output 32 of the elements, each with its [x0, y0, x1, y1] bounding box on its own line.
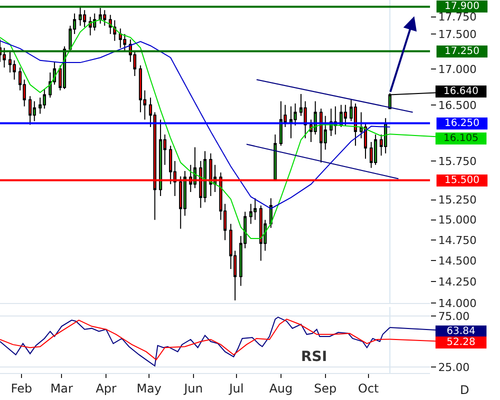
y-tick-label: 14.750 — [438, 234, 477, 247]
y-tick-label: 15.250 — [438, 194, 477, 207]
y-tick-label: 14.250 — [438, 276, 477, 289]
y-tick-label: 14.500 — [438, 254, 477, 268]
x-tick-label: Mar — [50, 381, 74, 396]
text: D — [460, 383, 470, 397]
y-tick-label: 17.500 — [438, 28, 477, 41]
x-tick-label: Sep — [314, 381, 337, 396]
y-tick-label: 17.750 — [438, 10, 477, 24]
ref-line-label: 17.900 — [444, 1, 480, 12]
y-tick-label: 15.750 — [438, 154, 477, 168]
x-tick-label: Oct — [358, 381, 380, 396]
x-tick-label: Jun — [183, 381, 203, 396]
x-tick-label: May — [136, 381, 162, 396]
ref-line-label: 15.500 — [444, 175, 480, 186]
y-tick-label: 75.00 — [438, 310, 470, 323]
text: 16.640 — [444, 86, 478, 97]
ref-line-label: 17.250 — [444, 46, 480, 57]
y-tick-label: 16.500 — [438, 98, 477, 112]
y-tick-label: 14.000 — [438, 296, 477, 310]
y-tick-label: 25.00 — [438, 360, 470, 374]
annotation: RSI — [301, 349, 328, 365]
x-tick-label: Feb — [10, 381, 32, 396]
x-tick-label: Aug — [269, 381, 293, 396]
ref-line-label: 16.250 — [444, 118, 480, 129]
x-tick-label: Apr — [96, 381, 117, 396]
data-label: 63.84 — [446, 326, 476, 337]
y-tick-label: 17.000 — [438, 62, 477, 76]
y-tick-label: 15.000 — [438, 214, 477, 227]
x-tick-label: Jul — [228, 381, 244, 396]
data-label: 52.28 — [446, 337, 476, 348]
data-label: 16.105 — [444, 133, 478, 144]
